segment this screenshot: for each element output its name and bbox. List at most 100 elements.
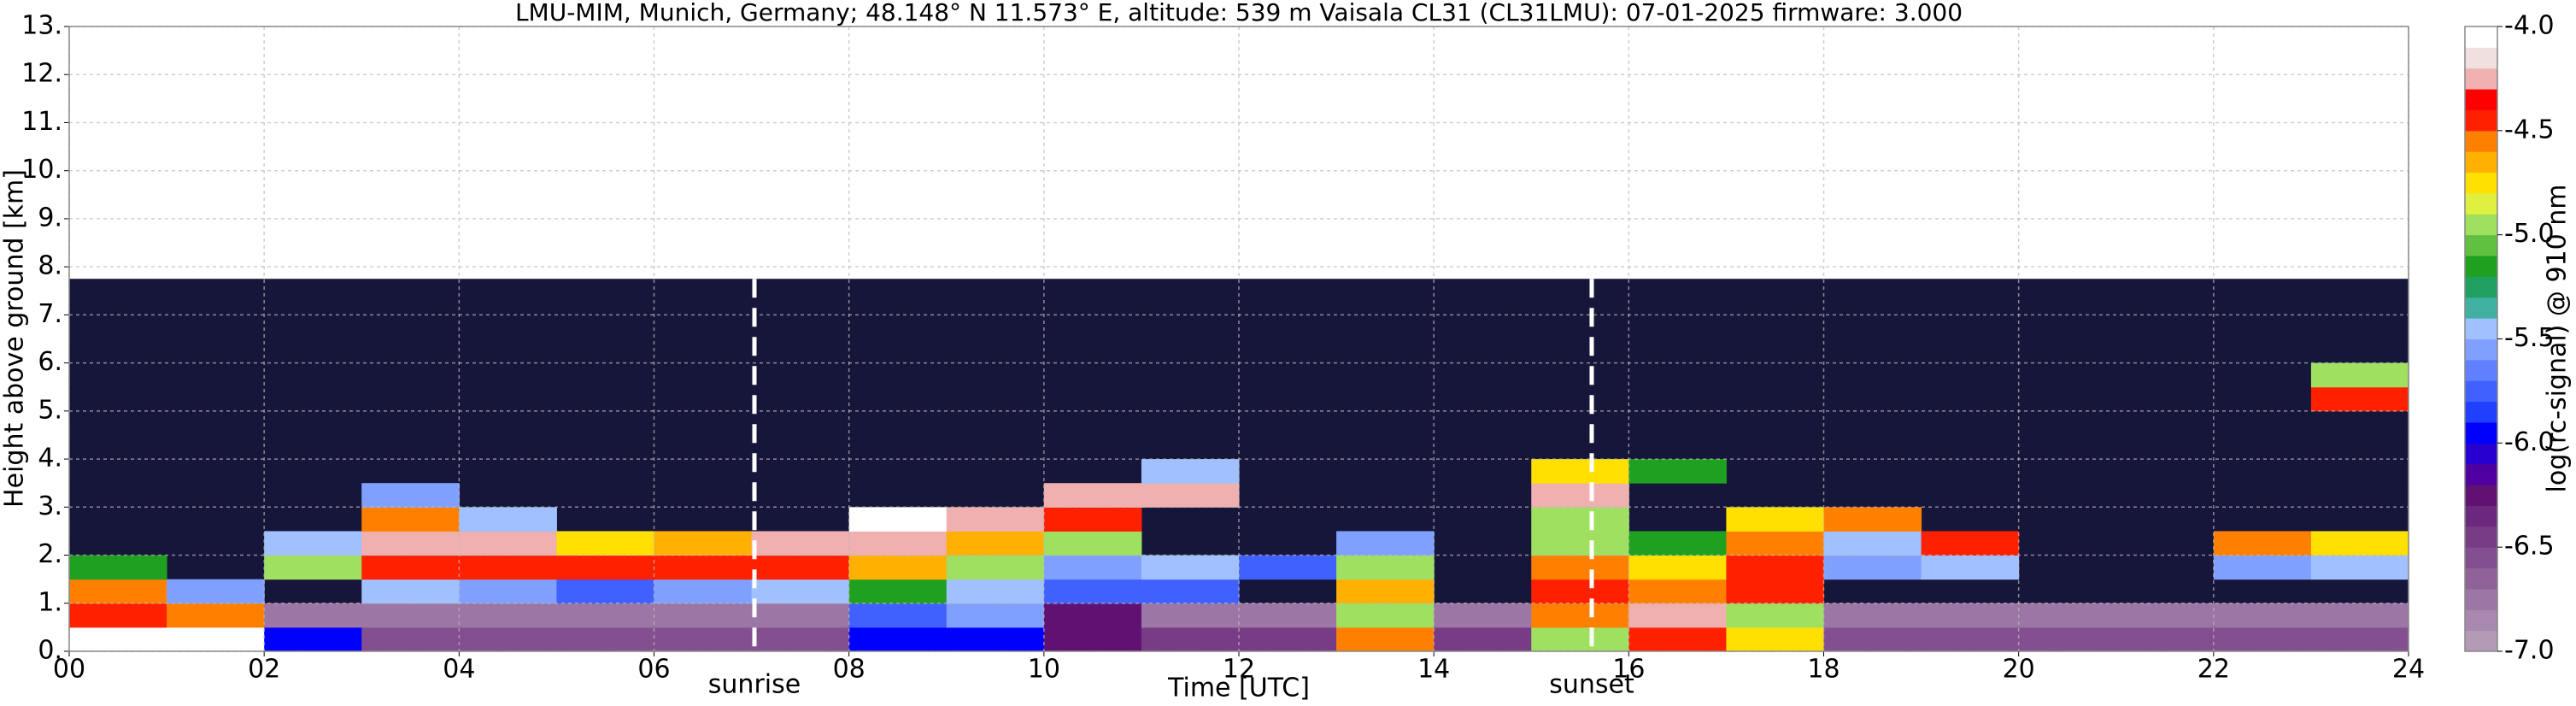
colorbar-band [2465,68,2497,90]
heatmap-cell [1043,531,1142,556]
colorbar-band [2465,151,2497,174]
heatmap-cell [556,579,654,604]
colorbar-band [2465,26,2497,48]
x-tick-label: 16 [1612,655,1645,685]
colorbar-band [2465,421,2497,444]
heatmap-cell [2115,627,2215,652]
heatmap-cell [167,603,265,628]
heatmap-cell [654,579,753,604]
heatmap-cell [69,555,167,580]
heatmap-cell [1336,555,1435,580]
y-tick-label: 11. [21,107,62,137]
colorbar-band [2465,526,2497,548]
heatmap-cell [69,579,167,604]
heatmap-cell [848,531,948,556]
colorbar-band [2465,234,2497,256]
heatmap-cell [1823,603,1922,628]
heatmap-cell [848,579,948,604]
heatmap-cell [1043,603,1142,628]
heatmap-cell [2310,603,2409,628]
y-tick-label: 6. [38,347,62,377]
heatmap-cell [1726,627,1824,652]
colorbar-band [2465,109,2497,132]
heatmap-cell [361,603,460,628]
y-axis-label: Height above ground [km] [0,169,30,508]
heatmap-cell [556,531,654,556]
heatmap-cell [1336,627,1435,652]
heatmap-cell [2213,627,2312,652]
heatmap-cell [459,531,557,556]
colorbar-band [2465,401,2497,423]
x-tick-label: 12 [1223,655,1255,685]
heatmap-cell [69,627,167,652]
colorbar-band [2465,380,2497,403]
heatmap-cell [1531,555,1629,580]
heatmap-cell [167,627,265,652]
heatmap-cell [1921,531,2020,556]
heatmap-cell [751,555,850,580]
heatmap-cell [556,603,654,628]
heatmap-cell [1921,555,2020,580]
heatmap-cell [1531,627,1629,652]
colorbar-band [2465,443,2497,465]
heatmap-cell [1043,627,1142,652]
heatmap-cell [1239,627,1337,652]
x-tick-label: 10 [1028,655,1060,685]
heatmap-cell [459,555,557,580]
colorbar-tick-label: -7.0 [2504,636,2555,666]
heatmap-cell [2018,627,2117,652]
colorbar-tick-label: -5.0 [2504,219,2555,249]
colorbar-band [2465,276,2497,298]
y-tick-label: 10. [21,155,62,185]
heatmap-cell [848,627,948,652]
heatmap-cell [361,579,460,604]
heatmap-cell [654,555,753,580]
heatmap-cell [751,531,850,556]
colorbar-band [2465,588,2497,610]
colorbar-band [2465,547,2497,569]
heatmap-cell [1726,603,1824,628]
heatmap-cell [459,579,557,604]
heatmap-cell [1531,507,1629,532]
heatmap-cell [654,627,753,652]
heatmap-cell [1726,579,1824,604]
heatmap-cell [361,507,460,532]
heatmap-cell [1141,603,1240,628]
heatmap-cell [1531,531,1629,556]
heatmap-cell [848,555,948,580]
heatmap-cell [2310,627,2409,652]
heatmap-cell [2213,603,2312,628]
y-tick-label: 2. [38,539,62,569]
heatmap-cell [1921,627,2020,652]
heatmap-cell [361,627,460,652]
heatmap-cell [459,507,557,532]
colorbar-band [2465,192,2497,215]
chart-title: LMU-MIM, Munich, Germany; 48.148° N 11.5… [515,0,1963,26]
heatmap-cell [1921,603,2020,628]
heatmap-cell [751,579,850,604]
heatmap-cell [946,531,1045,556]
heatmap-cell [2310,362,2409,388]
heatmap-cell [1531,579,1629,604]
heatmap-cell [1628,627,1727,652]
colorbar-band [2465,338,2497,361]
x-tick-label: 02 [248,655,280,685]
y-tick-label: 1. [38,587,62,617]
colorbar-band [2465,463,2497,485]
heatmap-cell [1336,531,1435,556]
colorbar-band [2465,505,2497,527]
heatmap-cell [1628,603,1727,628]
heatmap-cell [1239,555,1337,580]
heatmap-cell [1043,555,1142,580]
heatmap-cell [264,555,362,580]
annotation-label: sunset [1549,670,1634,700]
heatmap-cell [1628,579,1727,604]
heatmap-cell [1726,531,1824,556]
x-tick-label: 00 [53,655,85,685]
colorbar-tick-label: -4.0 [2504,11,2555,41]
heatmap-cell [2018,603,2117,628]
y-tick-label: 7. [38,299,62,329]
y-tick-label: 12. [21,59,62,89]
x-tick-label: 24 [2392,655,2425,685]
colorbar-label: log(rc-signal) @ 910 nm [2543,185,2573,493]
